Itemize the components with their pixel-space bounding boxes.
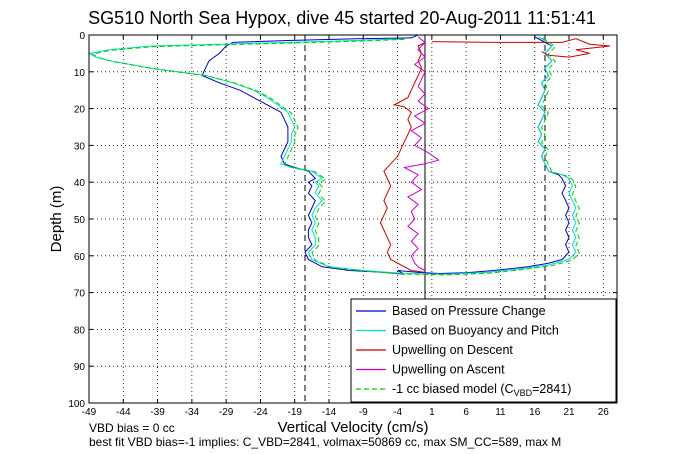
x-tick-label: 1	[429, 407, 435, 418]
x-tick-labels: -49 -44 -39 -34 -29 -24 -19 -14 -9 -4 1 6 11 16 21 26	[82, 407, 610, 418]
x-tick-label: 11	[495, 407, 506, 418]
x-tick-label: -29	[219, 407, 234, 418]
legend-label-2: Based on Buoyancy and Pitch	[392, 324, 559, 338]
y-tick-label: 70	[74, 289, 86, 300]
x-tick-label: -19	[287, 407, 302, 418]
series-line-3-spike	[431, 38, 611, 58]
x-tick-label: -9	[359, 407, 368, 418]
y-tick-label: 60	[74, 252, 86, 263]
footer-line-1: VBD bias = 0 cc	[89, 421, 175, 435]
grid	[88, 34, 617, 404]
legend: Based on Pressure Change Based on Buoyanc…	[350, 298, 617, 403]
y-tick-label: 100	[68, 399, 85, 410]
x-tick-label: -4	[393, 407, 402, 418]
y-tick-label: 90	[74, 362, 86, 373]
x-tick-label: -24	[253, 407, 268, 418]
chart-title: SG510 North Sea Hypox, dive 45 started 2…	[88, 8, 596, 28]
y-tick-label: 10	[74, 68, 86, 79]
legend-label-3: Upwelling on Descent	[392, 343, 513, 357]
x-tick-label: -34	[185, 407, 200, 418]
x-tick-label: -49	[82, 407, 97, 418]
y-tick-label: 40	[74, 178, 86, 189]
y-tick-labels: 0 10 20 30 40 50 60 70 80 90 100	[68, 31, 85, 410]
legend-subscript: VBD	[514, 388, 533, 398]
x-tick-label: 16	[529, 407, 541, 418]
legend-box	[350, 298, 617, 403]
x-tick-label: -14	[322, 407, 337, 418]
x-axis-label: Vertical Velocity (cm/s)	[278, 419, 429, 436]
y-tick-label: 20	[74, 105, 86, 116]
y-tick-label: 0	[79, 31, 85, 42]
footer-line-2: best fit VBD bias=-1 implies: C_VBD=2841…	[89, 435, 561, 449]
y-tick-label: 50	[74, 215, 86, 226]
y-tick-label: 30	[74, 141, 86, 152]
x-tick-label: -44	[116, 407, 131, 418]
y-tick-label: 80	[74, 325, 86, 336]
y-axis-label: Depth (m)	[48, 186, 65, 253]
legend-suffix: =2841)	[532, 382, 571, 396]
legend-label-1: Based on Pressure Change	[392, 304, 546, 318]
series-group	[87, 34, 611, 276]
x-tick-label: -39	[150, 407, 165, 418]
series-line-3	[379, 41, 426, 273]
x-tick-label: 26	[598, 407, 610, 418]
series-line-4	[402, 36, 440, 271]
x-tick-label: 6	[463, 407, 469, 418]
legend-label-4: Upwelling on Ascent	[392, 363, 505, 377]
x-tick-label: 21	[563, 407, 575, 418]
series-line-5	[90, 37, 580, 276]
legend-label-5: -1 cc biased model (CVBD=2841)	[392, 382, 571, 398]
